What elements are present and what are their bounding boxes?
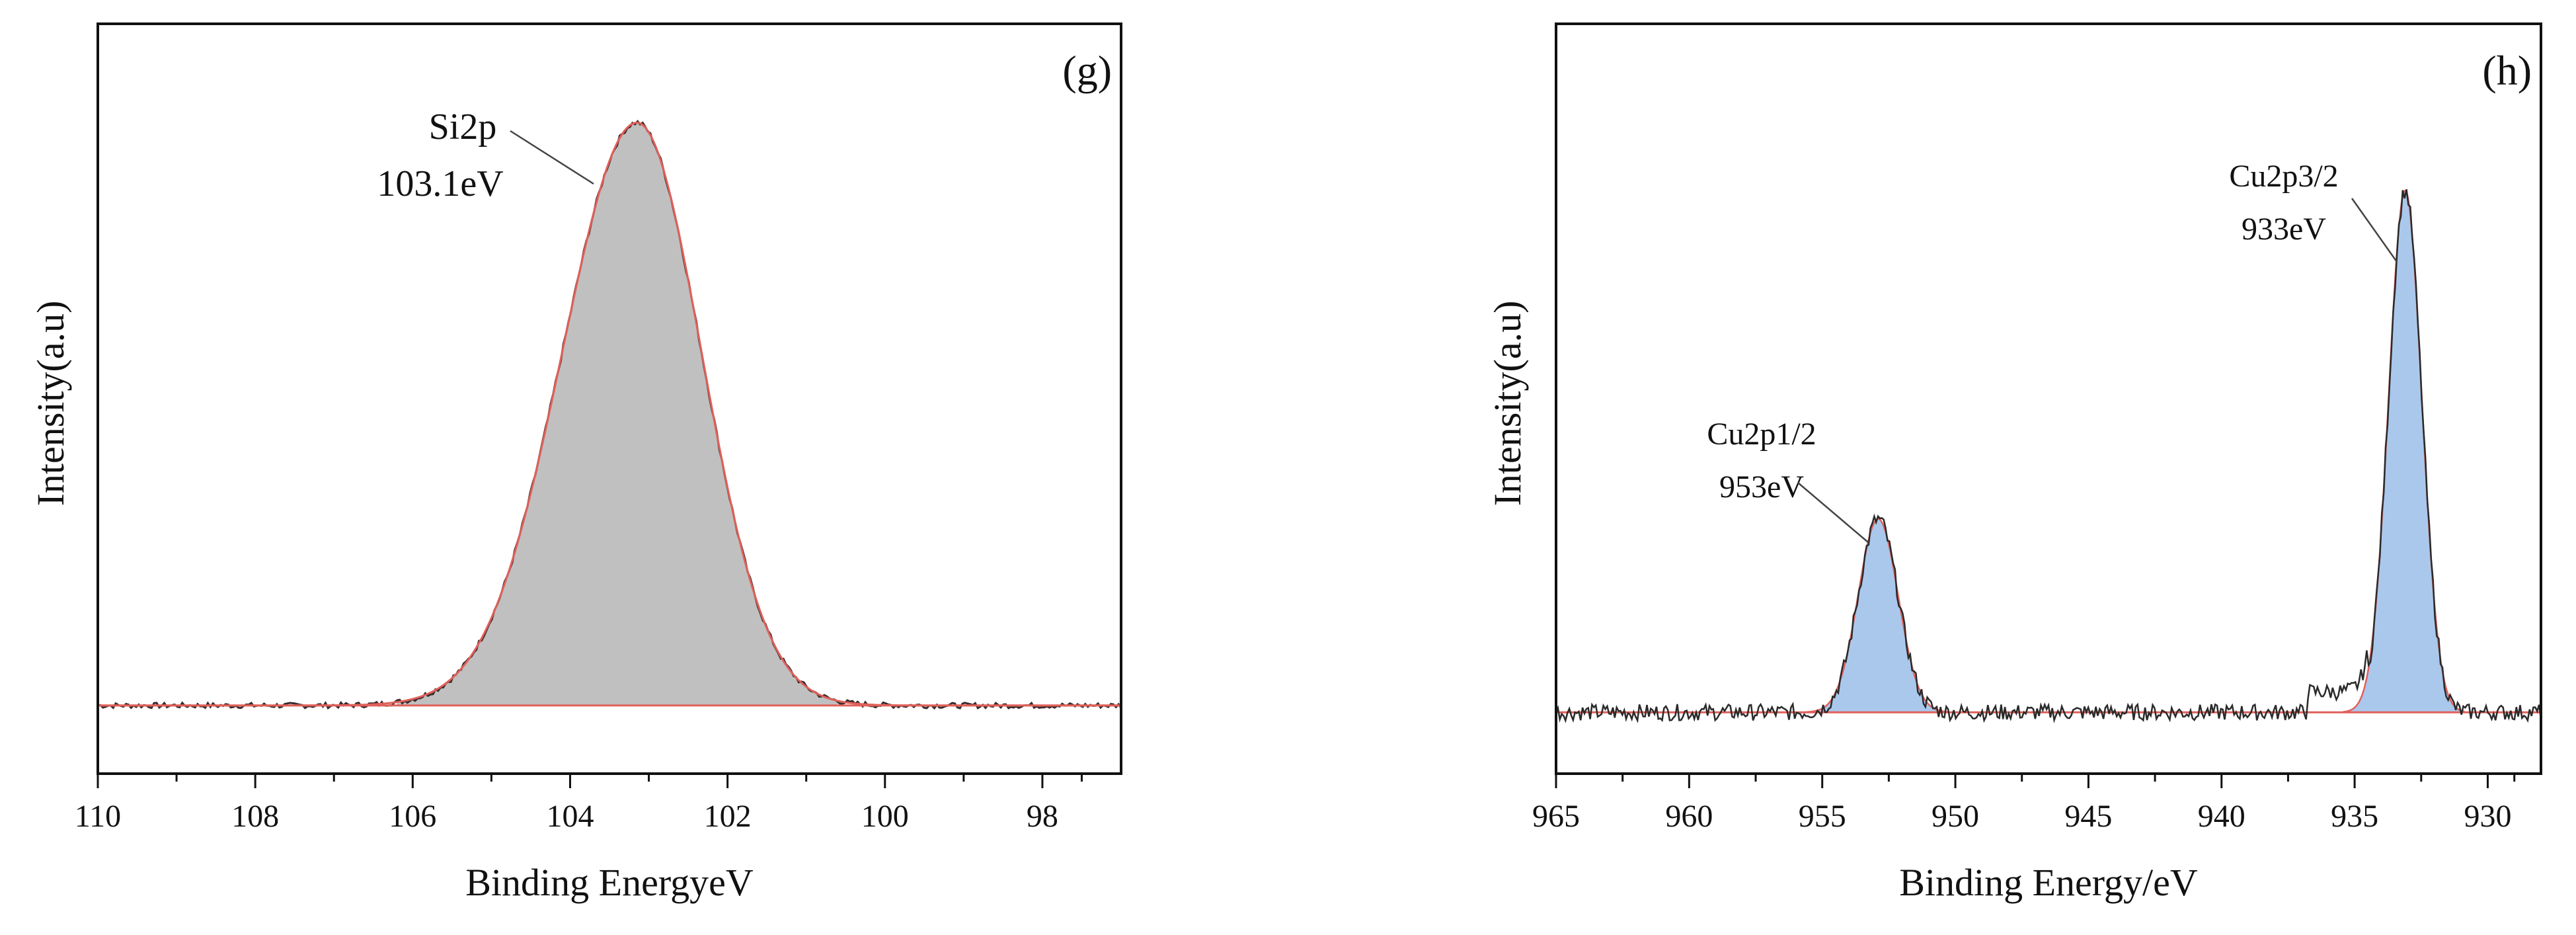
cu2p3-2-annotation-name: Cu2p3/2 (2229, 159, 2338, 194)
cu2p1-2-annotation-name: Cu2p1/2 (1707, 417, 1816, 452)
si2p-annotation-energy: 103.1eV (377, 163, 503, 204)
chart-g-y-axis-title: Intensity(a.u) (29, 301, 72, 507)
chart-g-plot-frame (97, 22, 1122, 775)
x-tick-label: 930 (2464, 799, 2511, 834)
x-tick-label: 110 (75, 799, 121, 834)
si2p-annotation-name: Si2p (429, 106, 497, 147)
chart-h-x-ticks: 965 960 955 950 945 940 935 930 (1532, 774, 2516, 834)
si2p-fit-envelope (98, 121, 1121, 707)
x-tick-label: 100 (861, 799, 909, 834)
x-tick-label: 950 (1932, 799, 1979, 834)
x-tick-label: 106 (389, 799, 436, 834)
x-tick-label: 104 (546, 799, 594, 834)
x-tick-label: 98 (1027, 799, 1058, 834)
chart-g-annotations: Si2p 103.1eV (377, 106, 594, 204)
cu2p1-2-leader-line (1797, 482, 1869, 543)
x-tick-label: 102 (704, 799, 752, 834)
si2p-peak-area (397, 122, 838, 706)
chart-panel-h: 965 960 955 950 945 940 935 930 Cu2p1/2953eVCu2… (1486, 22, 2542, 904)
chart-h-y-axis-title: Intensity(a.u) (1486, 301, 1529, 507)
x-tick-label: 960 (1665, 799, 1713, 834)
x-tick-label: 935 (2331, 799, 2378, 834)
chart-h-panel-label: (h) (2482, 47, 2532, 94)
cu2p3-2-leader-line (2351, 198, 2398, 263)
chart-h-annotations: Cu2p1/2 953eV Cu2p3/2 933eV (1707, 159, 2398, 543)
cu2p3-2-annotation-energy: 933eV (2242, 212, 2326, 247)
chart-g-x-ticks: 110 108 106 104 102 100 98 (75, 774, 1083, 834)
x-tick-label: 940 (2198, 799, 2245, 834)
chart-g-panel-label: (g) (1062, 47, 1112, 94)
chart-h-plot-frame (1555, 22, 2542, 775)
x-tick-label: 965 (1532, 799, 1580, 834)
x-tick-label: 955 (1799, 799, 1846, 834)
si2p-leader-line (510, 130, 594, 185)
cu2p1-2-peak-area (1805, 518, 1949, 713)
chart-panel-g: 110 108 106 104 102 100 98 Si2p 103.1eV (g) Bin… (29, 22, 1122, 904)
chart-g-x-axis-title: Binding EnergyeV (465, 861, 754, 904)
cu2p1-2-annotation-energy: 953eV (1719, 469, 1804, 505)
chart-h-data-layer (1555, 189, 2542, 723)
chart-h-x-axis-title: Binding Energy/eV (1899, 861, 2198, 904)
x-tick-label: 108 (231, 799, 279, 834)
raw-spectrum-line (1555, 189, 2542, 723)
cu2p3-2-peak-area (2343, 189, 2465, 713)
x-tick-label: 945 (2064, 799, 2112, 834)
chart-g-data-layer (97, 120, 1122, 710)
